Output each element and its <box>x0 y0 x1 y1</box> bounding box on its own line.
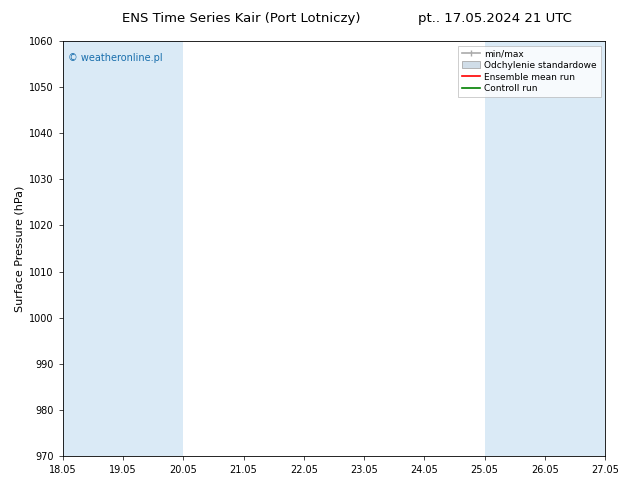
Text: © weatheronline.pl: © weatheronline.pl <box>68 53 163 64</box>
Bar <box>123 41 183 456</box>
Bar <box>484 41 545 456</box>
Bar <box>545 41 605 456</box>
Y-axis label: Surface Pressure (hPa): Surface Pressure (hPa) <box>15 185 25 312</box>
Bar <box>63 41 123 456</box>
Legend: min/max, Odchylenie standardowe, Ensemble mean run, Controll run: min/max, Odchylenie standardowe, Ensembl… <box>458 46 600 97</box>
Text: ENS Time Series Kair (Port Lotniczy): ENS Time Series Kair (Port Lotniczy) <box>122 12 360 25</box>
Text: pt.. 17.05.2024 21 UTC: pt.. 17.05.2024 21 UTC <box>418 12 571 25</box>
